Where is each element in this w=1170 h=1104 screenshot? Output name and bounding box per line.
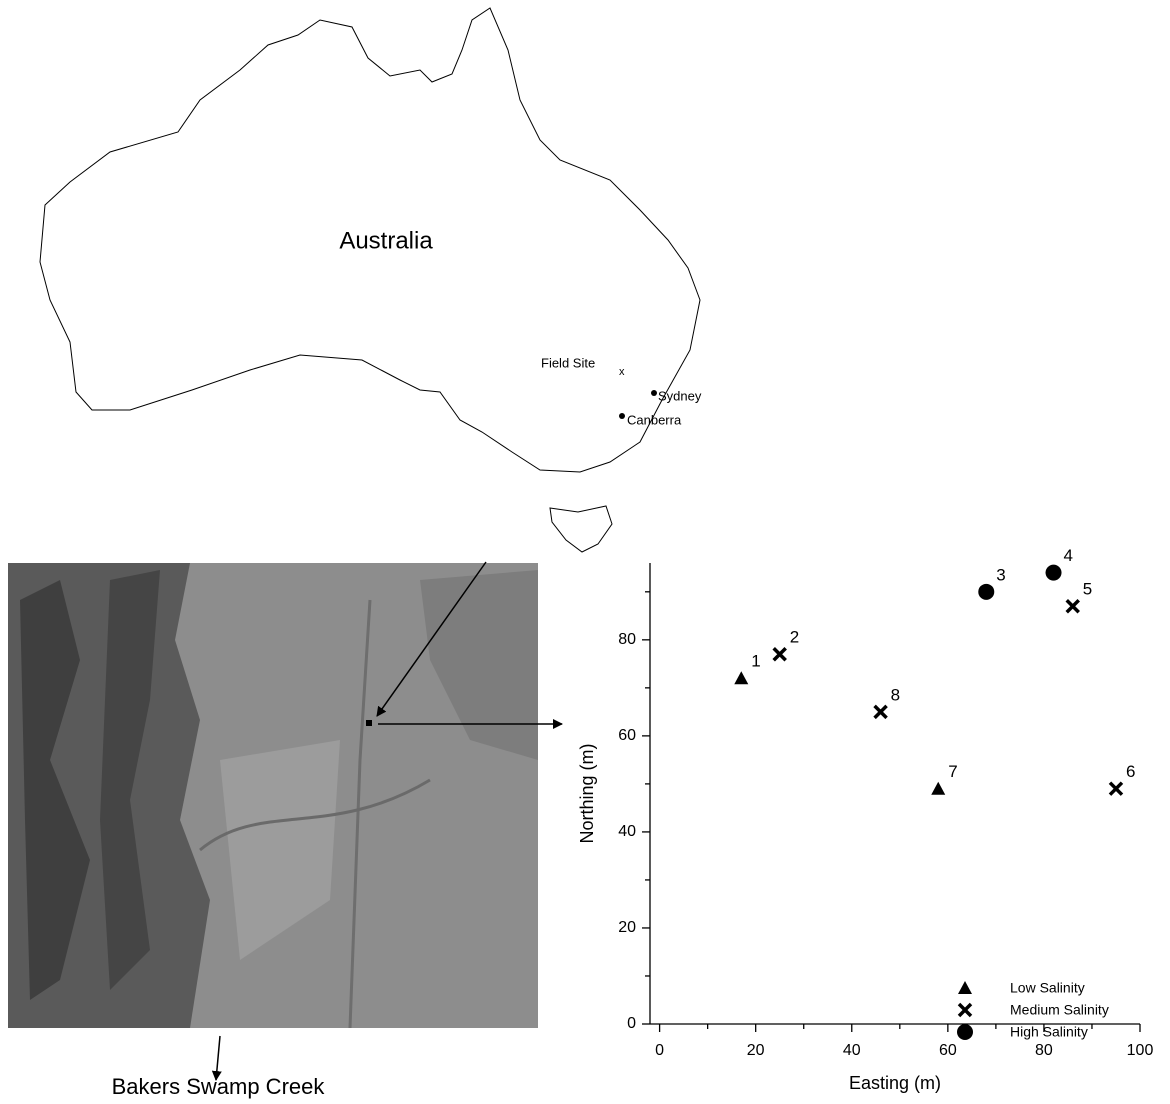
y-tick-label: 60 (618, 727, 636, 744)
y-tick-label: 20 (618, 919, 636, 936)
x-axis-label: Easting (m) (849, 1073, 941, 1093)
aerial-photo (8, 563, 538, 1029)
point (1045, 564, 1062, 581)
y-axis-label: Northing (m) (577, 743, 597, 843)
map-title: Australia (339, 227, 433, 254)
point (772, 647, 787, 662)
legend-label: Medium Salinity (1010, 1002, 1109, 1018)
point (734, 671, 749, 685)
legend-symbol (958, 981, 972, 994)
scatter-chart: 0 20 40 60 80 100 0 20 40 60 80 Easting (m) Northing… (577, 546, 1154, 1093)
legend-label: High Salinity (1010, 1024, 1088, 1040)
tasmania-outline (549, 505, 613, 553)
city-label: Canberra (627, 412, 682, 427)
city-dot (651, 390, 657, 396)
australia-outline (39, 7, 701, 473)
arrow (211, 1035, 222, 1081)
y-tick-label: 0 (627, 1015, 636, 1032)
x-tick-label: 40 (843, 1042, 861, 1059)
x-tick-label: 0 (655, 1042, 664, 1059)
x-tick-label: 100 (1127, 1042, 1154, 1059)
photo-caption: Bakers Swamp Creek (112, 1074, 326, 1099)
x-tick-label: 60 (939, 1042, 957, 1059)
point (931, 781, 946, 795)
point (1108, 781, 1124, 796)
field-site-marker: x (619, 366, 625, 378)
arrow (376, 561, 487, 717)
point-label: 4 (1064, 546, 1073, 565)
y-tick-label: 80 (618, 631, 636, 648)
x-tick-label: 80 (1035, 1042, 1053, 1059)
point-label: 6 (1126, 762, 1135, 781)
point-label: 1 (751, 652, 760, 671)
legend-symbol (957, 1002, 973, 1018)
city-label: Sydney (658, 388, 702, 403)
point-label: 7 (948, 762, 957, 781)
point (1065, 598, 1080, 614)
city-dot (619, 413, 625, 419)
point-label: 8 (891, 685, 900, 704)
point (873, 704, 888, 720)
point-label: 3 (996, 565, 1005, 584)
point (978, 583, 995, 600)
legend-label: Low Salinity (1010, 980, 1085, 996)
legend-symbol (957, 1024, 973, 1040)
field-site-label: Field Site (541, 355, 595, 370)
y-tick-label: 40 (618, 823, 636, 840)
point-label: 2 (790, 628, 799, 647)
point-label: 5 (1083, 580, 1092, 599)
x-tick-label: 20 (747, 1042, 765, 1059)
